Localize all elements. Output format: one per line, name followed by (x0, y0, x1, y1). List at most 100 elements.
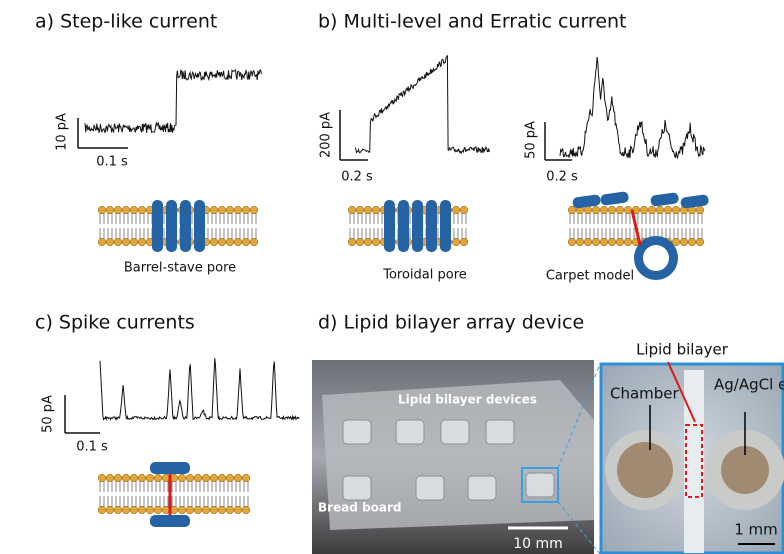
lipid-head (624, 238, 632, 246)
lipid-head (226, 206, 234, 214)
lipid-head (146, 506, 154, 514)
lipid-head (122, 206, 130, 214)
lipid-head (130, 506, 138, 514)
lipid-head (154, 474, 162, 482)
lipid-head (372, 206, 380, 214)
inset-label: Chamber (610, 385, 680, 403)
lipid-head (178, 474, 186, 482)
micelle (643, 245, 669, 271)
scale-label: 50 pA (41, 395, 56, 433)
lipid-head (656, 206, 664, 214)
lipid-head (460, 206, 468, 214)
peptide (680, 194, 709, 209)
lipid-head (608, 206, 616, 214)
lipid-head (616, 238, 624, 246)
lipid-head (202, 474, 210, 482)
photo-label: Lipid bilayer devices (398, 393, 537, 407)
scale-label: 200 pA (319, 112, 334, 158)
peptide (398, 200, 409, 252)
well (526, 473, 554, 497)
lipid-head (210, 506, 218, 514)
figure: a) Step-like current 10 pA 0.1 s Barrel-… (0, 0, 784, 554)
lipid-head (114, 506, 122, 514)
scale-label: 0.1 s (76, 440, 108, 455)
lipid-head (624, 206, 632, 214)
lipid-head (576, 238, 584, 246)
lipid-head (640, 206, 648, 214)
inset-label: 1 mm (734, 521, 778, 539)
lipid-head (138, 238, 146, 246)
lipid-head (234, 506, 242, 514)
scale-label: 0.1 s (96, 155, 128, 170)
peptide (150, 515, 190, 527)
inset-label: Lipid bilayer (636, 341, 729, 359)
lipid-head (460, 238, 468, 246)
lipid-head (130, 206, 138, 214)
lipid-head (218, 506, 226, 514)
peptide (412, 200, 423, 252)
peptide (440, 200, 451, 252)
current-trace (85, 70, 261, 133)
lipid-head (218, 206, 226, 214)
lipid-head (608, 238, 616, 246)
lipid-head (226, 474, 234, 482)
lipid-head (186, 506, 194, 514)
scale-label: 0.2 s (546, 170, 578, 185)
lipid-head (592, 206, 600, 214)
lipid-head (210, 206, 218, 214)
lipid-head (114, 238, 122, 246)
lipid-head (218, 474, 226, 482)
well (486, 420, 514, 444)
lipid-head (218, 238, 226, 246)
lipid-head (226, 506, 234, 514)
lipid-head (688, 238, 696, 246)
lipid-head (242, 474, 250, 482)
diagram-label: Toroidal pore (382, 268, 467, 283)
lipid-head (696, 206, 704, 214)
peptide (152, 200, 163, 252)
well (416, 476, 444, 500)
lipid-head (372, 238, 380, 246)
lipid-head (98, 474, 106, 482)
lipid-head (356, 238, 364, 246)
well (396, 420, 424, 444)
well (343, 476, 371, 500)
current-trace (560, 57, 705, 158)
scale-label: 10 pA (55, 113, 70, 151)
photo-label: 10 mm (513, 536, 563, 552)
lipid-head (600, 206, 608, 214)
peptide (166, 200, 177, 252)
lipid-head (592, 238, 600, 246)
lipid-head (226, 238, 234, 246)
lipid-head (154, 506, 162, 514)
lipid-head (138, 474, 146, 482)
current-trace (355, 55, 489, 153)
peptide (180, 200, 191, 252)
membrane (98, 200, 258, 252)
lipid-head (364, 206, 372, 214)
lipid-head (98, 206, 106, 214)
lipid-head (348, 206, 356, 214)
lipid-head (114, 206, 122, 214)
peptide (150, 462, 190, 474)
lipid-head (106, 238, 114, 246)
lipid-head (250, 206, 258, 214)
lipid-head (648, 206, 656, 214)
diagram-label: Barrel-stave pore (124, 261, 236, 276)
lipid-head (242, 238, 250, 246)
lipid-head (234, 238, 242, 246)
lipid-head (186, 474, 194, 482)
membrane (98, 462, 250, 527)
well (468, 476, 496, 500)
lipid-head (114, 474, 122, 482)
panel-title: b) Multi-level and Erratic current (318, 11, 627, 33)
lipid-head (122, 238, 130, 246)
membrane (348, 200, 468, 252)
lipid-head (356, 206, 364, 214)
lipid-head (106, 206, 114, 214)
lipid-head (210, 238, 218, 246)
lipid-head (202, 506, 210, 514)
lipid-head (178, 506, 186, 514)
lipid-head (210, 474, 218, 482)
peptide (426, 200, 437, 252)
